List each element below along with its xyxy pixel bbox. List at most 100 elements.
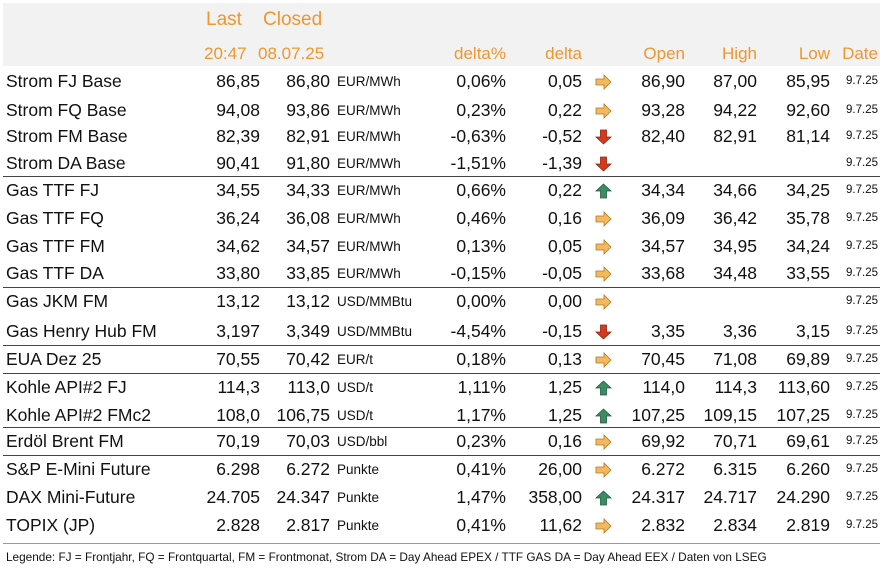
high-value: 71,08 bbox=[713, 349, 757, 369]
last-value: 36,24 bbox=[216, 208, 260, 228]
instrument-name: Gas TTF DA bbox=[6, 263, 104, 283]
open-value: 93,28 bbox=[641, 100, 685, 120]
low-value: 35,78 bbox=[786, 208, 830, 228]
trend-arrow-flat-icon bbox=[595, 205, 612, 232]
date-value: 9.7.25 bbox=[846, 130, 878, 142]
high-value: 94,22 bbox=[713, 100, 757, 120]
delta-pct-value: 0,06% bbox=[456, 71, 506, 91]
high-value: 114,3 bbox=[714, 377, 758, 397]
open-value: 33,68 bbox=[641, 263, 685, 283]
high-value: 2.834 bbox=[713, 515, 757, 535]
trend-arrow-flat-icon bbox=[595, 456, 612, 483]
open-header: Open bbox=[643, 44, 685, 63]
unit-label: EUR/t bbox=[337, 352, 374, 367]
last-value: 2.828 bbox=[216, 515, 260, 535]
last-value: 70,55 bbox=[216, 349, 260, 369]
delta-value: -0,52 bbox=[542, 126, 582, 146]
instrument-name: Erdöl Brent FM bbox=[6, 431, 124, 451]
delta-pct-value: 1,17% bbox=[456, 405, 506, 425]
date-value: 9.7.25 bbox=[846, 325, 878, 337]
table-row: Gas TTF FM 34,62 34,57 0,13% 0,05 34,57 34,95 3… bbox=[0, 233, 885, 260]
table-row: Strom FJ Base 86,85 86,80 0,06% 0,05 86,90 87,… bbox=[0, 68, 885, 95]
low-value: 34,24 bbox=[786, 236, 830, 256]
table-header bbox=[3, 3, 880, 66]
delta-pct-header: delta% bbox=[454, 44, 506, 63]
unit-label: USD/t bbox=[337, 408, 374, 423]
unit-label: USD/bbl bbox=[337, 434, 388, 449]
table-row: Gas JKM FM 13,12 13,12 0,00% 0,00 USD/MMBtu 9.… bbox=[0, 288, 885, 315]
delta-pct-value: 0,23% bbox=[456, 431, 506, 451]
delta-value: 358,00 bbox=[528, 487, 582, 507]
table-row: Strom FQ Base 94,08 93,86 0,23% 0,22 93,28 94,… bbox=[0, 97, 885, 124]
trend-arrow-flat-icon bbox=[595, 233, 612, 260]
low-value: 113,60 bbox=[777, 377, 830, 397]
low-value: 107,25 bbox=[776, 405, 830, 425]
unit-label: EUR/MWh bbox=[337, 156, 401, 171]
high-value: 87,00 bbox=[713, 71, 757, 91]
last-value: 24.705 bbox=[206, 487, 260, 507]
open-value: 86,90 bbox=[641, 71, 685, 91]
table-row: DAX Mini-Future 24.705 24.347 1,47% 358,00 24… bbox=[0, 484, 885, 511]
open-value: 69,92 bbox=[641, 431, 685, 451]
unit-label: Punkte bbox=[337, 490, 380, 505]
open-value: 2.832 bbox=[641, 515, 685, 535]
unit-label: EUR/MWh bbox=[337, 239, 401, 254]
delta-pct-value: 0,41% bbox=[456, 459, 506, 479]
group-separator bbox=[3, 345, 880, 346]
low-value: 85,95 bbox=[786, 71, 830, 91]
date-value: 9.7.25 bbox=[846, 157, 878, 169]
unit-label: EUR/MWh bbox=[337, 129, 401, 144]
trend-arrow-up-icon bbox=[595, 177, 612, 204]
low-value: 24.290 bbox=[776, 487, 830, 507]
table-row: EUA Dez 25 70,55 70,42 0,18% 0,13 70,45 71,08 6… bbox=[0, 346, 885, 373]
delta-value: 0,22 bbox=[547, 100, 582, 120]
date-value: 9.7.25 bbox=[846, 519, 878, 531]
date-value: 9.7.25 bbox=[846, 353, 878, 365]
legend-text: Legende: FJ = Frontjahr, FQ = Frontquart… bbox=[6, 550, 767, 564]
closed-value: 36,08 bbox=[286, 208, 330, 228]
high-value: 6.315 bbox=[713, 459, 757, 479]
last-value: 114,3 bbox=[217, 377, 261, 397]
date-value: 9.7.25 bbox=[846, 463, 878, 475]
closed-value: 34,33 bbox=[286, 180, 330, 200]
last-value: 3,197 bbox=[216, 321, 260, 341]
unit-label: EUR/MWh bbox=[337, 211, 401, 226]
closed-value: 24.347 bbox=[276, 487, 330, 507]
closed-value: 6.272 bbox=[286, 459, 330, 479]
open-value: 34,57 bbox=[641, 236, 685, 256]
date-value: 9.7.25 bbox=[846, 491, 878, 503]
table-row: Kohle API#2 FJ 114,3 113,0 1,11% 1,25 114,0 11… bbox=[0, 374, 885, 401]
closed-value: 2.817 bbox=[286, 515, 330, 535]
delta-header: delta bbox=[545, 44, 582, 63]
last-value: 34,62 bbox=[216, 236, 260, 256]
open-value: 70,45 bbox=[641, 349, 685, 369]
open-value: 107,25 bbox=[631, 405, 685, 425]
last-time: 20:47 bbox=[204, 44, 247, 63]
instrument-name: Strom DA Base bbox=[6, 153, 126, 173]
delta-value: 0,05 bbox=[547, 236, 582, 256]
date-value: 9.7.25 bbox=[846, 75, 878, 87]
delta-value: 0,00 bbox=[547, 291, 582, 311]
delta-value: 11,62 bbox=[539, 515, 583, 535]
delta-value: 0,16 bbox=[547, 431, 582, 451]
closed-value: 91,80 bbox=[286, 153, 330, 173]
group-separator bbox=[3, 373, 880, 374]
table-row: Gas TTF DA 33,80 33,85 -0,15% -0,05 33,68 34,4… bbox=[0, 260, 885, 287]
open-value: 34,34 bbox=[641, 180, 685, 200]
delta-value: 26,00 bbox=[538, 459, 582, 479]
high-value: 109,15 bbox=[703, 405, 757, 425]
open-value bbox=[620, 288, 685, 315]
unit-label: EUR/MWh bbox=[337, 183, 401, 198]
trend-arrow-up-icon bbox=[595, 374, 612, 401]
date-value: 9.7.25 bbox=[846, 184, 878, 196]
group-separator bbox=[3, 287, 880, 288]
table-bottom-border bbox=[3, 543, 880, 544]
delta-pct-value: 1,47% bbox=[456, 487, 506, 507]
unit-label: Punkte bbox=[337, 462, 380, 477]
instrument-name: Kohle API#2 FJ bbox=[6, 377, 127, 397]
instrument-name: Gas JKM FM bbox=[6, 291, 109, 311]
unit-label: USD/MMBtu bbox=[337, 294, 413, 309]
last-value: 13,12 bbox=[216, 291, 260, 311]
open-value: 6.272 bbox=[641, 459, 685, 479]
trend-arrow-flat-icon bbox=[595, 288, 612, 315]
